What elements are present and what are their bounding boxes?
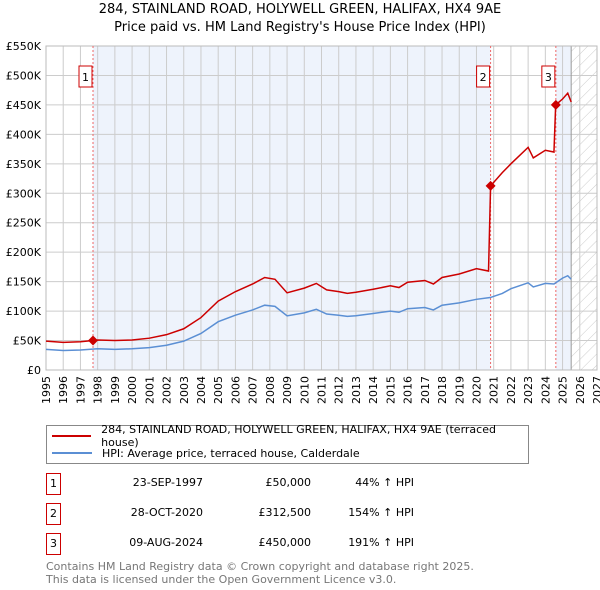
y-tick-label: £450K bbox=[6, 99, 42, 112]
sale-point bbox=[550, 99, 561, 110]
x-tick-label: 2020 bbox=[470, 376, 483, 404]
x-tick-label: 2009 bbox=[281, 376, 294, 404]
forecast-hatch bbox=[571, 46, 597, 370]
x-tick-label: 2006 bbox=[229, 376, 242, 404]
plot-border bbox=[45, 45, 598, 371]
sale-label-box bbox=[541, 65, 556, 88]
sale-marker-box: 2 bbox=[46, 503, 61, 525]
x-tick-label: 2000 bbox=[126, 376, 139, 404]
sale-date: 28-OCT-2020 bbox=[130, 506, 203, 519]
sale-price: £50,000 bbox=[265, 476, 312, 489]
x-tick-label: 1999 bbox=[109, 376, 122, 404]
x-tick-label: 2019 bbox=[453, 376, 466, 404]
y-tick-label: £150K bbox=[6, 276, 42, 289]
x-tick-label: 2016 bbox=[402, 376, 415, 404]
x-tick-label: 1996 bbox=[57, 376, 70, 404]
y-tick-label: £0 bbox=[27, 364, 41, 377]
sale-date: 09-AUG-2024 bbox=[129, 536, 203, 549]
x-tick-label: 2015 bbox=[384, 376, 397, 404]
x-tick-label: 2024 bbox=[539, 376, 552, 404]
y-tick-label: £200K bbox=[6, 246, 42, 259]
sale-marker-box: 3 bbox=[46, 533, 61, 555]
sale-label: 3 bbox=[545, 71, 552, 84]
sale-marker-box: 1 bbox=[46, 473, 61, 495]
sale-hpi: 154% ↑ HPI bbox=[348, 506, 414, 519]
x-tick-label: 2001 bbox=[143, 376, 156, 404]
x-tick-label: 2011 bbox=[316, 376, 329, 404]
shaded-period bbox=[93, 46, 491, 370]
x-tick-label: 2025 bbox=[557, 376, 570, 404]
sale-date: 23-SEP-1997 bbox=[132, 476, 203, 489]
sale-label-box bbox=[476, 65, 491, 88]
blue-line-swatch bbox=[52, 452, 92, 454]
y-tick-label: £550K bbox=[6, 40, 42, 53]
y-tick-label: £300K bbox=[6, 187, 42, 200]
x-tick-label: 2012 bbox=[333, 376, 346, 404]
x-tick-label: 1998 bbox=[92, 376, 105, 404]
x-tick-label: 2018 bbox=[436, 376, 449, 404]
legend-label: 284, STAINLAND ROAD, HOLYWELL GREEN, HAL… bbox=[101, 423, 496, 449]
x-tick-label: 2023 bbox=[522, 376, 535, 404]
sale-hpi: 44% ↑ HPI bbox=[355, 476, 414, 489]
price-chart: 1995 1996 1997 1998 1999 2000 2001 2002 2003 2004… bbox=[6, 40, 600, 404]
shaded-period bbox=[555, 46, 572, 370]
sale-point bbox=[485, 180, 496, 191]
y-tick-label: £100K bbox=[6, 305, 42, 318]
x-tick-label: 1995 bbox=[40, 376, 53, 404]
x-tick-label: 2008 bbox=[264, 376, 277, 404]
x-tick-label: 2007 bbox=[247, 376, 260, 404]
licence-text: This data is licensed under the Open Gov… bbox=[46, 573, 397, 586]
y-tick-label: £250K bbox=[6, 217, 42, 230]
x-tick-label: 2003 bbox=[178, 376, 191, 404]
sale-label: 1 bbox=[82, 71, 89, 84]
x-tick-label: 2014 bbox=[367, 376, 380, 404]
x-tick-label: 2027 bbox=[591, 376, 600, 404]
sale-point bbox=[88, 335, 99, 346]
legend-label: HPI: Average price, terraced house, Cald… bbox=[102, 446, 360, 460]
x-tick-label: 2022 bbox=[505, 376, 518, 404]
sale-price: £450,000 bbox=[258, 536, 312, 549]
y-tick-label: £50K bbox=[13, 335, 42, 348]
legend-item-property: 284, STAINLAND ROAD, HOLYWELL GREEN, HAL… bbox=[52, 423, 528, 449]
copyright-text: Contains HM Land Registry data © Crown c… bbox=[46, 560, 474, 573]
x-tick-label: 2017 bbox=[419, 376, 432, 404]
y-tick-label: £400K bbox=[6, 128, 42, 141]
legend-item-hpi: HPI: Average price, terraced house, Cald… bbox=[52, 445, 360, 461]
legend: 284, STAINLAND ROAD, HOLYWELL GREEN, HAL… bbox=[46, 423, 529, 464]
x-tick-label: 2021 bbox=[488, 376, 501, 404]
sale-label: 2 bbox=[480, 71, 487, 84]
chart-title: 284, STAINLAND ROAD, HOLYWELL GREEN, HAL… bbox=[98, 2, 502, 17]
series-line bbox=[45, 274, 572, 352]
chart-subtitle: Price paid vs. HM Land Registry's House … bbox=[114, 20, 486, 35]
x-tick-label: 2004 bbox=[195, 376, 208, 404]
x-tick-label: 2010 bbox=[298, 376, 311, 404]
sale-hpi: 191% ↑ HPI bbox=[348, 536, 414, 549]
x-tick-label: 2005 bbox=[212, 376, 225, 404]
x-tick-label: 1997 bbox=[74, 376, 87, 404]
red-line-swatch bbox=[52, 435, 92, 437]
sale-label-box bbox=[78, 65, 93, 88]
sale-price: £312,500 bbox=[258, 506, 312, 519]
series-line bbox=[45, 91, 572, 344]
y-tick-label: £350K bbox=[6, 158, 42, 171]
x-tick-label: 2013 bbox=[350, 376, 363, 404]
x-tick-label: 2002 bbox=[161, 376, 174, 404]
y-tick-label: £500K bbox=[6, 69, 42, 82]
x-tick-label: 2026 bbox=[574, 376, 587, 404]
